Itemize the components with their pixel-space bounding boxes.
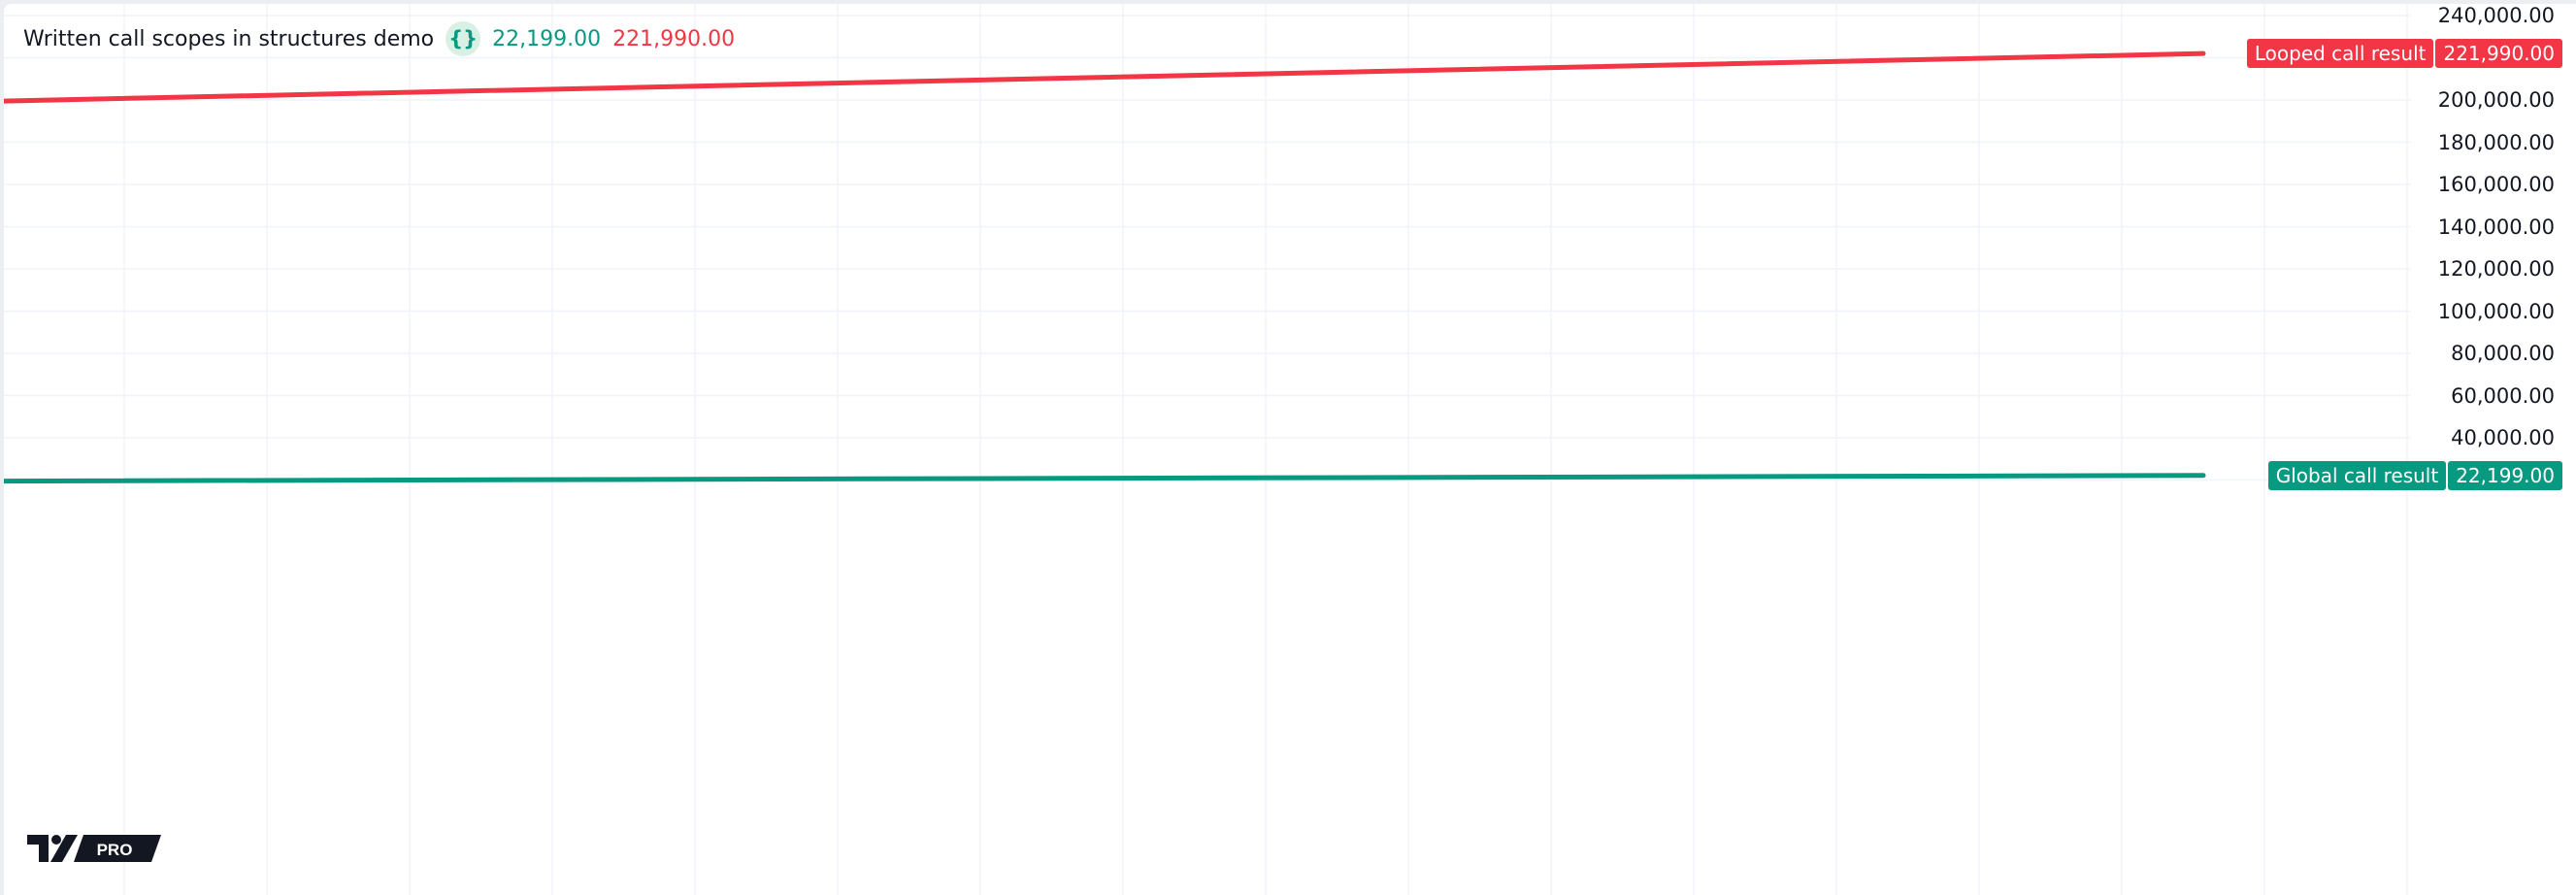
y-tick-label: 140,000.00 [2437, 215, 2555, 239]
y-tick-label: 40,000.00 [2451, 426, 2555, 449]
y-tick-label: 160,000.00 [2437, 173, 2555, 196]
series-name-label: Looped call result [2246, 39, 2434, 69]
looped-value: 221,990.00 [612, 26, 736, 51]
series-price-tag: Global call result 22,199.00 [2267, 460, 2562, 490]
series-line-looped [4, 50, 2206, 104]
y-tick-label: 200,000.00 [2437, 88, 2555, 112]
tradingview-logo: PRO [27, 835, 161, 862]
logo-text: PRO [97, 841, 133, 859]
y-tick-label: 80,000.00 [2451, 342, 2555, 365]
indicator-title[interactable]: Written call scopes in structures demo [23, 26, 435, 51]
global-value: 22,199.00 [492, 26, 602, 51]
plot-area [4, 4, 2411, 895]
y-tick-label: 60,000.00 [2451, 383, 2555, 408]
series-last-value: 221,990.00 [2435, 39, 2562, 69]
series-name-label: Global call result [2267, 460, 2447, 490]
y-tick-label: 180,000.00 [2437, 130, 2555, 154]
series-last-value: 22,199.00 [2448, 460, 2562, 490]
series-line-global [4, 473, 2206, 484]
y-tick-label: 100,000.00 [2437, 299, 2555, 323]
series-price-tag: Looped call result 221,990.00 [2246, 39, 2562, 69]
chart-pane[interactable]: Written call scopes in structures demo {… [4, 4, 2576, 895]
indicator-legend: Written call scopes in structures demo {… [23, 21, 735, 56]
curly-braces-icon[interactable]: {} [446, 21, 481, 56]
y-tick-label: 120,000.00 [2437, 257, 2555, 281]
y-tick-label: 240,000.00 [2437, 4, 2555, 27]
